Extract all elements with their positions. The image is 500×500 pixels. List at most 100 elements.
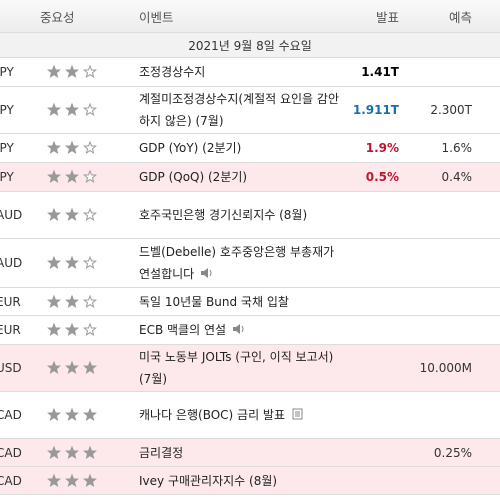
star [65, 473, 79, 487]
forecast: 1.6% [441, 141, 473, 155]
speaker-shape [201, 268, 209, 278]
importance-header: 중요성 [40, 9, 75, 25]
speaker-wave [209, 269, 212, 277]
stars [47, 360, 97, 375]
event-text: Ivey 구매관리자지수 (8월) [139, 473, 278, 488]
importance [40, 140, 135, 156]
star [83, 407, 97, 422]
header-row: 중요성 이벤트 발표 예측 [0, 0, 500, 33]
rows: JPY 조정경상수지 1.41T JPY 계절미조정경상수지(계절적 요인을 감안하지 … [0, 58, 500, 495]
star [83, 207, 97, 222]
star [47, 64, 61, 79]
event-row: EUR ECB 맥클의 연설 [0, 316, 500, 345]
speaker-shape [233, 324, 241, 334]
star [47, 445, 61, 459]
event-row: JPY 계절미조정경상수지(계절적 요인을 감안하지 않은) (7월) 1.911T… [0, 87, 500, 134]
forecast: 0.25% [433, 445, 472, 460]
star [65, 322, 79, 337]
event-row: USD 미국 노동부 JOLTs (구인, 이직 보고서) (7월) 10.000M [0, 345, 500, 392]
forecast: 2.300T [430, 103, 472, 117]
event-row: AUD 호주국민은행 경기신뢰지수 (8월) [0, 192, 500, 239]
event-row: JPY GDP (QoQ) (2분기) 0.5% 0.4% [0, 163, 500, 192]
stars [47, 322, 97, 337]
forecast: 10.000M [419, 361, 472, 375]
star [47, 102, 61, 117]
event-text: 미국 노동부 JOLTs (구인, 이직 보고서) (7월) [139, 350, 334, 386]
star [83, 322, 97, 337]
event: GDP (QoQ) (2분기) [135, 166, 345, 188]
star [83, 255, 97, 270]
stars [47, 445, 97, 459]
doc-shape [292, 408, 303, 420]
event-row: CAD 캐나다 은행(BOC) 금리 발표 [0, 392, 500, 439]
importance [40, 473, 135, 489]
event-text: ECB 맥클의 연설 [139, 323, 227, 337]
star [47, 169, 61, 184]
event: 드벨(Debelle) 호주중앙은행 부총재가 연설합니다 [135, 241, 345, 285]
doc-lines [295, 411, 301, 417]
importance [40, 102, 135, 118]
event: GDP (YoY) (2분기) [135, 137, 345, 159]
stars [47, 64, 97, 79]
stars [47, 294, 97, 308]
star [65, 294, 79, 308]
event: 독일 10년물 Bund 국채 입찰 [135, 291, 345, 313]
importance [40, 169, 135, 185]
event-row: JPY 조정경상수지 1.41T [0, 58, 500, 87]
stars [47, 207, 97, 222]
importance [40, 407, 135, 423]
event-text: 호주국민은행 경기신뢰지수 (8월) [139, 208, 308, 222]
date-row: 2021년 9월 8일 수요일 [0, 33, 500, 58]
star [65, 64, 79, 79]
event-text: 독일 10년물 Bund 국채 입찰 [139, 294, 289, 309]
currency: CAD [0, 473, 22, 488]
event-text: 드벨(Debelle) 호주중앙은행 부총재가 연설합니다 [139, 245, 335, 281]
star [65, 445, 79, 459]
forecast-header: 예측 [448, 9, 472, 25]
importance [40, 294, 135, 310]
currency: JPY [0, 141, 14, 155]
star [65, 207, 79, 222]
stars [47, 102, 97, 117]
icon-doc [292, 408, 303, 420]
event: 계절미조정경상수지(계절적 요인을 감안하지 않은) (7월) [135, 88, 345, 132]
star [47, 255, 61, 270]
stars [47, 169, 97, 184]
currency: AUD [0, 208, 23, 222]
importance [40, 64, 135, 80]
stars [47, 140, 97, 155]
speaker-wave [241, 325, 244, 333]
event-text: 조정경상수지 [139, 65, 206, 79]
icon-speaker [233, 324, 244, 334]
currency: CAD [0, 445, 22, 460]
event: 캐나다 은행(BOC) 금리 발표 [135, 404, 345, 426]
event: 미국 노동부 JOLTs (구인, 이직 보고서) (7월) [135, 346, 345, 390]
currency: USD [0, 361, 22, 375]
importance [40, 360, 135, 376]
star [83, 360, 97, 375]
event-row: JPY GDP (YoY) (2분기) 1.9% 1.6% [0, 134, 500, 163]
star [83, 64, 97, 79]
star [65, 407, 79, 422]
star [83, 445, 97, 459]
star [65, 169, 79, 184]
event-row: CAD 금리결정 0.25% [0, 439, 500, 467]
event-header: 이벤트 [139, 9, 174, 25]
star [65, 140, 79, 155]
event-row: EUR 독일 10년물 Bund 국채 입찰 [0, 288, 500, 316]
importance [40, 255, 135, 271]
star [47, 140, 61, 155]
actual: 1.911T [352, 103, 399, 117]
event-text: 금리결정 [139, 445, 184, 460]
event-text: GDP (YoY) (2분기) [139, 141, 242, 155]
event: ECB 맥클의 연설 [135, 319, 345, 341]
star [83, 140, 97, 155]
event-text: GDP (QoQ) (2분기) [139, 170, 248, 184]
currency: JPY [0, 103, 14, 117]
event: Ivey 구매관리자지수 (8월) [135, 470, 345, 492]
star [47, 360, 61, 375]
star [83, 102, 97, 117]
star [83, 169, 97, 184]
currency: EUR [0, 323, 21, 337]
importance [40, 445, 135, 461]
